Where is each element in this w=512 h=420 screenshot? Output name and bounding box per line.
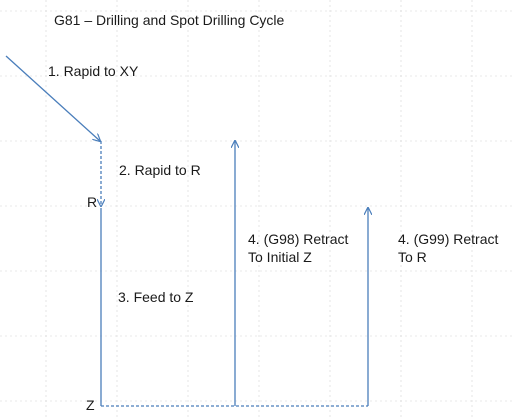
step-retract-g98-line2: To Initial Z	[248, 249, 312, 265]
step-retract-g99-line1: 4. (G99) Retract	[398, 231, 499, 247]
step-retract-g99-label: 4. (G99) Retract To R	[398, 230, 498, 266]
step-rapid-xy-label: 1. Rapid to XY	[48, 63, 139, 79]
r-plane-marker: R	[87, 194, 98, 210]
diagram-title: G81 – Drilling and Spot Drilling Cycle	[54, 12, 285, 28]
step-retract-g99-line2: To R	[398, 249, 427, 265]
step-feed-z-label: 3. Feed to Z	[118, 289, 194, 305]
rapid-xy-path	[5, 55, 100, 141]
step-retract-g98-label: 4. (G98) Retract To Initial Z	[248, 230, 348, 266]
step-retract-g98-line1: 4. (G98) Retract	[248, 231, 349, 247]
z-depth-marker: Z	[86, 397, 95, 413]
step-rapid-r-label: 2. Rapid to R	[119, 162, 201, 178]
